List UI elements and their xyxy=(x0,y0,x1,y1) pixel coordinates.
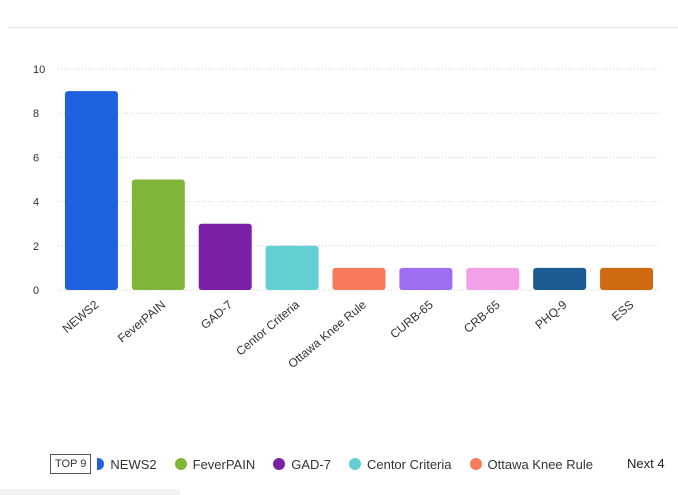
bar xyxy=(600,267,654,290)
legend-marker-icon xyxy=(273,458,286,470)
y-tick-label: 0 xyxy=(33,285,39,297)
x-tick-label: ESS xyxy=(609,298,636,324)
x-tick-label: CURB-65 xyxy=(387,297,436,341)
y-tick-label: 10 xyxy=(33,64,45,76)
legend-marker-icon xyxy=(348,458,361,470)
legend-item-gad7[interactable]: GAD-7 xyxy=(273,457,331,472)
bar xyxy=(332,267,386,290)
legend-marker-icon xyxy=(174,458,187,470)
legend-label: NEWS2 xyxy=(110,456,157,472)
legend-item-centor-criteria[interactable]: Centor Criteria xyxy=(348,456,452,472)
legend-top-badge: TOP 9 xyxy=(50,454,92,474)
bar xyxy=(198,223,252,290)
legend-label: FeverPAIN xyxy=(192,456,256,472)
x-tick-label: Centor Criteria xyxy=(233,297,302,358)
legend-marker-icon xyxy=(97,458,105,470)
bar xyxy=(265,245,319,290)
bottom-scroll-shade xyxy=(0,489,180,495)
legend-item-feverpain[interactable]: FeverPAIN xyxy=(174,456,256,472)
y-tick-label: 6 xyxy=(33,152,39,164)
top-divider xyxy=(8,27,678,28)
y-tick-label: 4 xyxy=(33,197,39,209)
x-tick-label: GAD-7 xyxy=(198,297,235,332)
legend-marker-icon xyxy=(469,458,482,470)
legend-label: GAD-7 xyxy=(291,456,331,472)
x-tick-label: CRB-65 xyxy=(461,297,503,335)
bar xyxy=(533,267,587,290)
x-tick-label: PHQ-9 xyxy=(532,297,569,332)
legend-next-button[interactable]: Next 4 xyxy=(627,456,665,471)
bar xyxy=(466,267,520,290)
bar xyxy=(64,91,118,290)
bar xyxy=(399,267,453,290)
legend-item-news2[interactable]: NEWS2 xyxy=(97,456,157,472)
legend-label: Centor Criteria xyxy=(366,456,452,472)
legend: TOP 9 NEWS2 FeverPAIN GAD-7 Centor Crite… xyxy=(50,452,611,476)
x-tick-label: NEWS2 xyxy=(60,297,102,335)
x-tick-label: FeverPAIN xyxy=(115,298,168,346)
legend-item-ottawa-knee-rule[interactable]: Ottawa Knee Rule xyxy=(469,456,594,472)
y-tick-label: 2 xyxy=(33,241,39,253)
bar xyxy=(131,179,185,290)
legend-label: Ottawa Knee Rule xyxy=(487,456,594,472)
y-tick-label: 8 xyxy=(33,108,39,120)
